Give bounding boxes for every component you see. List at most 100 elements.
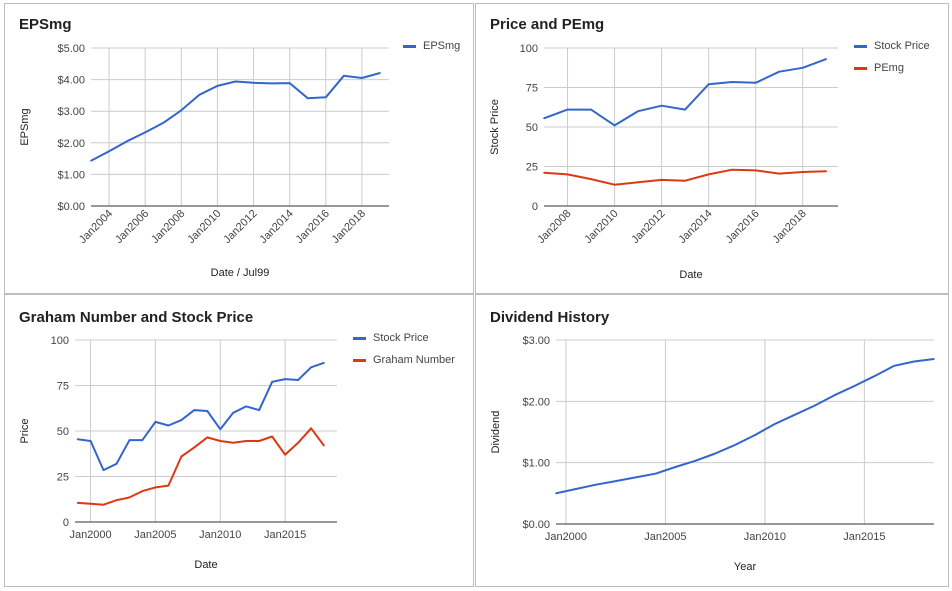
legend-swatch [854,67,867,70]
data-point [754,81,757,84]
data-point [684,179,686,182]
data-point [613,183,616,186]
x-tick-label: Jan2012 [221,208,259,246]
series-line-stock-price [77,361,325,472]
data-point [707,83,710,86]
data-point [128,496,131,499]
data-point [754,169,757,172]
data-point [115,462,118,465]
data-point [193,446,196,449]
graham-chart-panel: Graham Number and Stock Price 0 25 50 75 100 J… [4,294,474,587]
data-point [216,85,219,87]
y-tick-label: 50 [526,122,538,134]
series-line-epsmg [90,72,381,162]
x-tick-label: Jan2014 [257,208,295,246]
x-tick-label: Jan2016 [723,208,761,246]
data-point [566,108,569,111]
data-point [90,160,92,162]
eps-chart: EPSmg $0.00 $1.00 $2.00 $3.00 $4.00 $5.00 Jan20… [19,16,460,279]
data-point [714,452,716,455]
data-point [343,75,345,77]
chart-title: Graham Number and Stock Price [19,309,253,326]
data-point [774,423,776,425]
graham-chart: Graham Number and Stock Price 0 25 50 75 100 J… [19,309,455,571]
x-tick-label: Jan2015 [843,531,885,543]
x-tick-label: Jan2006 [113,208,151,246]
data-point [310,427,312,430]
data-point [575,488,577,490]
data-point [614,480,617,482]
data-point [674,466,677,468]
y-tick-label: 100 [520,43,538,55]
data-point [180,109,183,112]
data-point [801,171,804,173]
data-point [180,419,183,421]
data-point [297,379,299,381]
y-tick-label: $1.00 [522,458,550,470]
price-pe-chart-panel: Price and PEmg 0 25 50 75 100 Jan2008 Jan2010 Ja… [475,3,949,294]
y-tick-label: $1.00 [57,169,85,181]
y-tick-label: 0 [532,201,538,213]
x-axis-title: Date / Jul99 [211,267,270,279]
y-tick-label: $3.00 [522,335,550,347]
legend-label: Graham Number [373,354,455,366]
data-point [180,455,183,458]
legend-swatch [353,359,366,362]
series-line-stock-price [543,58,827,127]
data-point [833,394,836,396]
data-point [232,442,235,444]
data-point [778,172,780,175]
legend-swatch [403,45,416,48]
data-point [543,117,545,120]
y-tick-label: 25 [526,162,538,174]
dividend-chart: Dividend History $0.00 $1.00 $2.00 $3.00 Jan2… [490,309,935,573]
data-point [825,58,828,60]
x-tick-label: Jan2000 [545,531,587,543]
x-tick-label: Jan2005 [644,531,686,543]
data-point [324,96,327,99]
data-point [76,438,79,440]
data-point [707,173,710,176]
data-point [873,375,876,377]
x-tick-label: Jan2018 [771,208,809,246]
y-axis-title: Price [19,418,31,443]
chart-title: Price and PEmg [490,16,604,33]
data-point [76,502,79,504]
x-tick-label: Jan2010 [199,529,241,541]
data-point [566,173,569,176]
data-point [206,410,209,412]
data-point [634,476,637,479]
data-point [637,181,639,184]
y-tick-label: $5.00 [57,43,85,55]
x-tick-label: Jan2014 [676,208,714,246]
data-point [654,472,657,475]
data-point [193,409,196,411]
x-tick-label: Jan2008 [535,208,573,246]
data-point [154,421,157,423]
data-point [288,82,291,84]
data-point [933,358,935,360]
series-line-graham-number [77,427,325,506]
data-point [258,409,260,411]
data-point [141,490,144,492]
data-point [234,80,237,83]
x-tick-label: Jan2015 [264,529,306,541]
data-point [310,366,312,369]
y-tick-label: 25 [57,472,69,484]
data-point [306,97,309,100]
legend-label: EPSmg [423,40,460,52]
y-tick-label: 0 [63,517,69,529]
data-point [154,486,157,489]
y-tick-label: $0.00 [57,201,85,213]
dividend-chart-panel: Dividend History $0.00 $1.00 $2.00 $3.00 Jan2… [475,294,949,587]
data-point [144,131,146,134]
data-point [660,104,663,107]
data-point [270,82,273,85]
x-tick-label: Jan2004 [77,208,115,246]
data-point [323,361,325,364]
data-point [734,444,736,446]
legend-label: Stock Price [874,40,930,52]
data-point [731,168,733,171]
data-point [660,179,663,181]
